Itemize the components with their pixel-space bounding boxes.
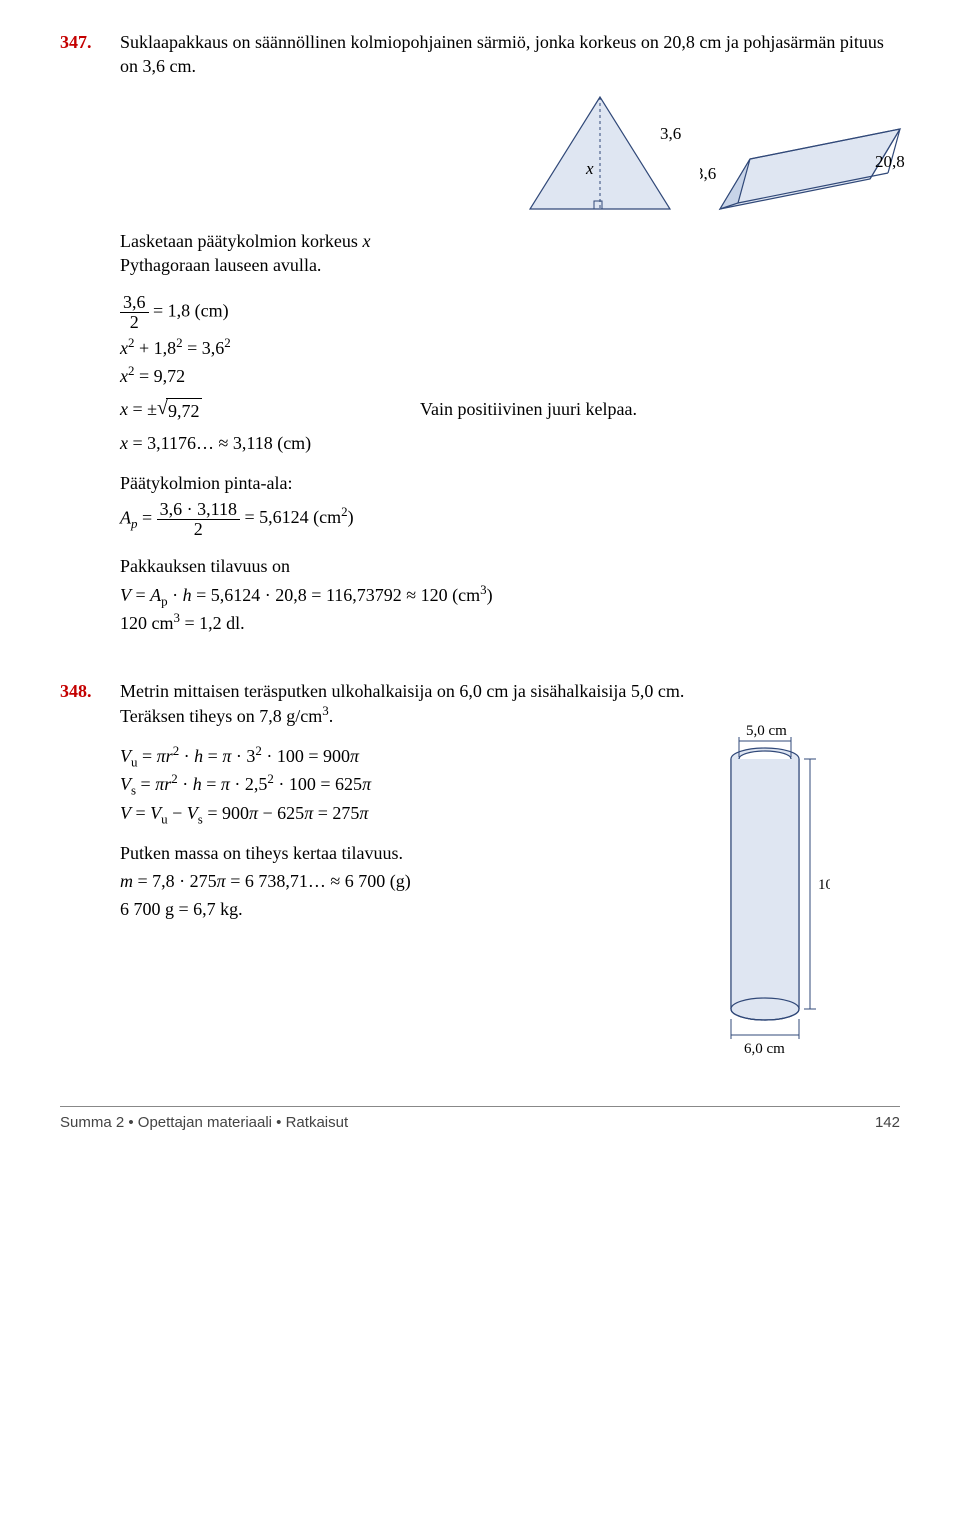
triangle-x-label: x — [585, 159, 594, 178]
p347-half-base: 3,62 = 1,8 (cm) — [120, 293, 900, 332]
p347-eq-a: x2 + 1,82 = 3,62 — [120, 336, 900, 360]
prism-20-8: 20,8 — [875, 152, 905, 171]
p347-question: Suklaapakkaus on säännöllinen kolmiopohj… — [120, 30, 900, 79]
triangle-figure: x 3,6 — [500, 79, 700, 229]
p347-final: 120 cm3 = 1,2 dl. — [120, 611, 900, 635]
p347-pakkaus: Pakkauksen tilavuus on — [120, 554, 900, 578]
p347-Ap: Ap = 3,6 · 3,1182 = 5,6124 (cm2) — [120, 500, 900, 539]
p347-eq-c-note: Vain positiivinen juuri kelpaa. — [300, 397, 900, 424]
p347-lasketaan: Lasketaan päätykolmion korkeus x — [120, 229, 900, 253]
cyl-bottom-dim: 6,0 cm — [744, 1041, 785, 1057]
p347-eq-d: x = 3,1176… ≈ 3,118 (cm) — [120, 431, 900, 455]
triangle-3-6-top: 3,6 — [660, 124, 681, 143]
prism-figure: 3,6 20,8 — [700, 79, 920, 229]
p347-pyth: Pythagoraan lauseen avulla. — [120, 253, 900, 277]
p348-question-a: Metrin mittaisen teräsputken ulkohalkais… — [120, 679, 900, 703]
problem-348: 348. Metrin mittaisen teräsputken ulkoha… — [60, 679, 900, 925]
cylinder-figure: 5,0 cm 100 cm 6,0 cm — [710, 719, 830, 1059]
cyl-side-dim-text: 100 cm — [818, 877, 830, 893]
p347-V: V = Ap · h = 5,6124 · 20,8 = 116,73792 ≈… — [120, 583, 900, 607]
cyl-top-dim: 5,0 cm — [746, 723, 787, 739]
p347-eq-c: x = ±√9,72 — [120, 397, 300, 424]
prism-3-6: 3,6 — [700, 164, 716, 183]
problem-347-body: Suklaapakkaus on säännöllinen kolmiopohj… — [120, 30, 900, 639]
p347-eq-b: x2 = 9,72 — [120, 364, 900, 388]
page-footer: Summa 2 • Opettajan materiaali • Ratkais… — [60, 1106, 900, 1133]
p347-figure-row: x 3,6 3,6 20,8 — [120, 79, 900, 229]
p347-eq-c-row: x = ±√9,72 Vain positiivinen juuri kelpa… — [120, 393, 900, 428]
problem-347: 347. Suklaapakkaus on säännöllinen kolmi… — [60, 30, 900, 639]
footer-left: Summa 2 • Opettajan materiaali • Ratkais… — [60, 1113, 348, 1133]
p347-pinta-ala: Päätykolmion pinta-ala: — [120, 471, 900, 495]
problem-number-347: 347. — [60, 30, 120, 54]
problem-number-348: 348. — [60, 679, 120, 703]
footer-right: 142 — [875, 1113, 900, 1133]
